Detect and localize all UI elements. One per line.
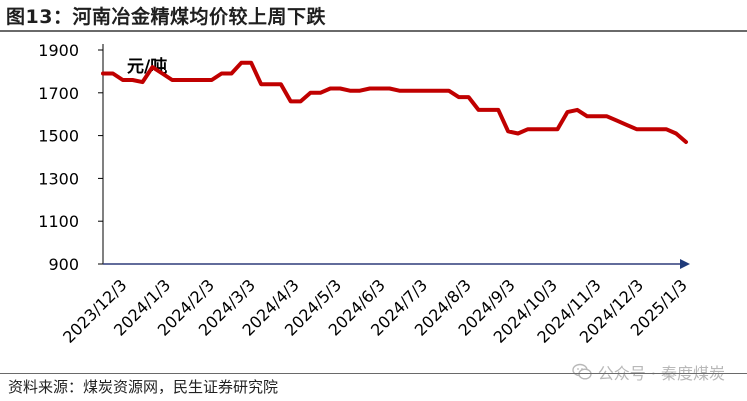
data-point (408, 89, 411, 92)
data-point (566, 110, 569, 114)
data-point (477, 108, 480, 112)
data-point (615, 119, 618, 122)
data-point (576, 108, 579, 112)
data-point (230, 72, 233, 75)
data-point (398, 89, 401, 92)
source-divider (0, 373, 747, 374)
data-point (220, 72, 223, 75)
data-point (516, 132, 520, 135)
data-point (674, 132, 678, 135)
data-point (625, 123, 628, 127)
data-point (348, 89, 352, 92)
data-point (556, 128, 559, 131)
y-tick-label: 1900 (38, 41, 79, 60)
x-axis-arrow (680, 259, 690, 269)
data-point (319, 91, 322, 94)
data-point (447, 89, 450, 92)
data-point (457, 95, 460, 99)
data-point (190, 78, 194, 82)
data-point (339, 87, 342, 90)
data-point (536, 128, 539, 131)
data-point (358, 89, 362, 92)
data-point (279, 83, 283, 86)
data-point (427, 89, 431, 92)
data-point (101, 72, 105, 75)
data-point (131, 78, 134, 82)
data-point (635, 128, 638, 131)
wechat-icon (572, 363, 592, 380)
y-tick-label: 1500 (38, 127, 79, 146)
data-point (200, 78, 203, 82)
data-point (250, 61, 253, 64)
series-line (101, 60, 688, 144)
data-point (684, 140, 688, 144)
data-point (121, 78, 125, 82)
title-bar: 图13：河南冶金精煤均价较上周下跌 (0, 0, 747, 30)
data-point (665, 128, 668, 131)
data-point (467, 95, 470, 99)
data-point (309, 91, 312, 94)
data-point (546, 128, 549, 131)
data-point (595, 115, 599, 118)
data-point (487, 108, 490, 112)
data-point (161, 72, 164, 75)
y-tick-label: 900 (48, 255, 79, 274)
data-point (418, 89, 421, 92)
data-point (289, 100, 292, 103)
data-point (378, 87, 381, 90)
data-point (368, 87, 371, 90)
data-point (388, 87, 391, 90)
y-tick-label: 1300 (38, 169, 79, 188)
data-point (329, 87, 332, 90)
chart-area: 900 1100 1300 1500 1700 1900 2023/12/3 2024/1/3… (0, 32, 747, 372)
data-point (171, 78, 174, 82)
data-point (111, 72, 115, 75)
data-point (269, 83, 273, 86)
data-point (586, 115, 589, 118)
data-point (655, 128, 658, 131)
data-point (526, 128, 530, 131)
data-point (437, 89, 441, 92)
title-divider (0, 30, 747, 32)
y-tick-label: 1100 (38, 212, 79, 231)
data-point (497, 108, 500, 112)
data-point (605, 115, 609, 118)
data-point (180, 78, 184, 82)
source-note: 资料来源：煤炭资源网，民生证券研究院 (8, 378, 279, 396)
data-point (141, 80, 144, 84)
data-point (299, 100, 302, 103)
data-point (259, 83, 263, 86)
line-chart: 900110013001500170019002023/12/32024/1/3… (38, 41, 691, 347)
data-point (645, 128, 648, 131)
data-point (151, 65, 154, 69)
watermark-text: 公众号 · 秦度煤炭 (597, 364, 725, 383)
y-tick-label: 1700 (38, 84, 79, 103)
data-point (240, 61, 243, 64)
data-point (210, 78, 213, 82)
chart-title: 图13：河南冶金精煤均价较上周下跌 (6, 6, 326, 28)
watermark: 公众号 · 秦度煤炭 (572, 360, 725, 384)
data-point (506, 130, 510, 133)
